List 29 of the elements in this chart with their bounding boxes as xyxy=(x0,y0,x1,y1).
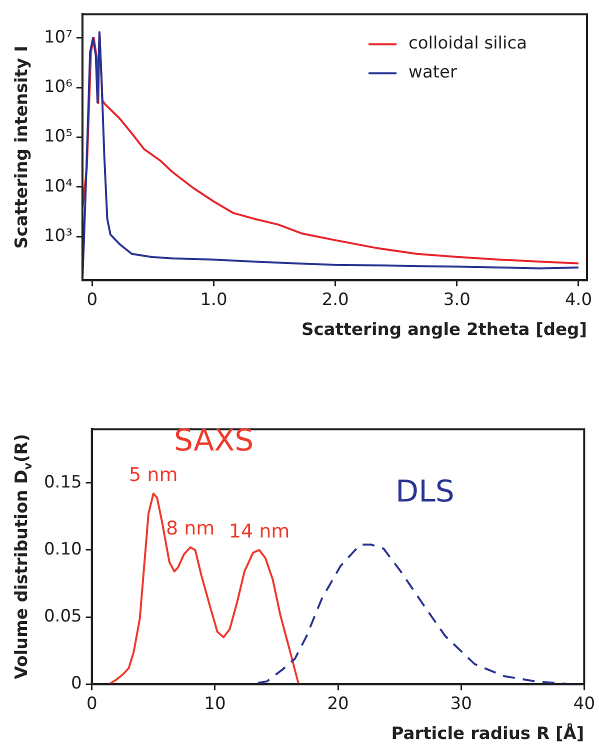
y-tick-label: 10³ xyxy=(44,226,72,246)
x-tick-label: 2.0 xyxy=(322,290,349,310)
legend-label: water xyxy=(408,62,457,83)
y-tick-label: 10⁷ xyxy=(44,27,73,48)
y-tick-label: 10⁴ xyxy=(44,176,73,196)
annotation: 5 nm xyxy=(129,464,178,486)
annotation: 14 nm xyxy=(228,520,290,542)
x-tick-label: 30 xyxy=(450,694,472,714)
x-tick-label: 3.0 xyxy=(443,290,470,310)
y-tick-label: 0.05 xyxy=(44,606,82,627)
x-tick-label: 20 xyxy=(327,694,349,714)
y-tick-label: 0.15 xyxy=(44,472,82,492)
y-tick-label: 0 xyxy=(71,674,82,694)
y-tick-label: 0.10 xyxy=(44,539,82,560)
series-label: DLS xyxy=(396,474,454,510)
x-tick-label: 40 xyxy=(573,694,596,714)
x-tick-label: 1.0 xyxy=(200,290,228,310)
y-tick-label: 10⁵ xyxy=(44,126,72,147)
y-tick-label: 10⁶ xyxy=(44,77,73,98)
x-tick-label: 0 xyxy=(86,694,98,714)
annotation: 8 nm xyxy=(166,518,215,540)
x-tick-label: 4.0 xyxy=(564,290,592,310)
legend-label: colloidal silica xyxy=(408,34,528,54)
x-axis-title: Particle radius R [Å] xyxy=(391,723,584,744)
x-tick-label: 0 xyxy=(86,290,98,310)
x-tick-label: 10 xyxy=(204,694,226,714)
y-axis-title: Scattering intensity I xyxy=(12,46,32,249)
series-label: SAXS xyxy=(174,423,254,458)
x-axis-title: Scattering angle 2theta [deg] xyxy=(301,320,587,340)
